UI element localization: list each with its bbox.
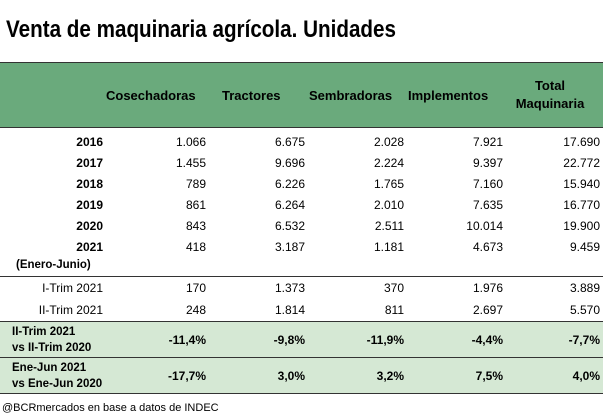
row-label: II-Trim 2021 bbox=[38, 303, 103, 317]
variation-label-line2: vs II-Trim 2020 bbox=[12, 341, 92, 354]
cell-implementos: 7.160 bbox=[472, 176, 503, 191]
cell-total: 17.690 bbox=[563, 134, 600, 149]
table-row-2019: 2019 861 6.264 2.010 7.635 16.770 bbox=[0, 194, 603, 215]
year-note: (Enero-Junio) bbox=[16, 258, 91, 271]
row-label: 2016 bbox=[76, 134, 103, 149]
header-implementos: Implementos bbox=[408, 87, 489, 103]
variation-label-line2: vs Ene-Jun 2020 bbox=[12, 377, 103, 390]
cell-implementos: 7.635 bbox=[472, 197, 503, 212]
cell-implementos: 9.397 bbox=[472, 155, 503, 170]
cell-tractores: 6.532 bbox=[274, 218, 305, 233]
variation-label: II-Trim 2021 vs II-Trim 2020 bbox=[12, 322, 112, 357]
cell-cosechadoras: 170 bbox=[185, 281, 206, 295]
cell-sembradoras: 2.511 bbox=[374, 218, 404, 233]
cell-total: 3.889 bbox=[569, 281, 600, 295]
cell-tractores: 6.264 bbox=[274, 197, 305, 212]
header-total-line2: Maquinaria bbox=[515, 96, 585, 111]
cell-cosechadoras: -11,4% bbox=[168, 332, 206, 347]
cell-sembradoras: 2.028 bbox=[373, 134, 404, 149]
table-row-note: (Enero-Junio) bbox=[0, 257, 603, 272]
cell-cosechadoras: 861 bbox=[185, 197, 206, 212]
cell-tractores: 3.187 bbox=[274, 239, 305, 254]
cell-implementos: 10.014 bbox=[466, 218, 503, 233]
row-label: I-Trim 2021 bbox=[42, 281, 103, 295]
cell-tractores: 6.226 bbox=[274, 176, 305, 191]
cell-total: 4,0% bbox=[572, 368, 600, 383]
table-row-2018: 2018 789 6.226 1.765 7.160 15.940 bbox=[0, 173, 603, 194]
cell-tractores: 6.675 bbox=[274, 134, 305, 149]
cell-sembradoras: 1.181 bbox=[373, 239, 404, 254]
cell-cosechadoras: 1.066 bbox=[175, 134, 206, 149]
cell-sembradoras: 370 bbox=[383, 281, 404, 295]
cell-cosechadoras: 1.455 bbox=[175, 155, 206, 170]
cell-tractores: 9.696 bbox=[274, 155, 305, 170]
cell-tractores: 1.814 bbox=[274, 303, 305, 317]
cell-cosechadoras: 843 bbox=[185, 218, 206, 233]
cell-tractores: 3,0% bbox=[277, 368, 305, 383]
row-label: 2017 bbox=[76, 155, 103, 170]
variation-label: Ene-Jun 2021 vs Ene-Jun 2020 bbox=[12, 358, 112, 393]
cell-tractores: 1.373 bbox=[274, 281, 305, 295]
table-row-2020: 2020 843 6.532 2.511 10.014 19.900 bbox=[0, 215, 603, 236]
cell-total: 15.940 bbox=[563, 176, 600, 191]
cell-implementos: 1.976 bbox=[472, 281, 503, 295]
row-label: 2019 bbox=[76, 197, 103, 212]
cell-total: 19.900 bbox=[563, 218, 600, 233]
cell-implementos: 4.673 bbox=[472, 239, 503, 254]
table-row-variation-trim: II-Trim 2021 vs II-Trim 2020 -11,4% -9,8… bbox=[0, 321, 603, 357]
table-row-2021: 2021 418 3.187 1.181 4.673 9.459 bbox=[0, 236, 603, 257]
cell-total: 16.770 bbox=[563, 197, 600, 212]
cell-implementos: 7.921 bbox=[472, 134, 503, 149]
cell-sembradoras: 3,2% bbox=[376, 368, 404, 383]
cell-implementos: -4,4% bbox=[471, 332, 503, 347]
cell-total: 22.772 bbox=[563, 155, 600, 170]
row-label: 2018 bbox=[76, 176, 103, 191]
row-label: 2021 bbox=[76, 239, 103, 254]
cell-sembradoras: 1.765 bbox=[373, 176, 404, 191]
cell-total: 9.459 bbox=[569, 239, 600, 254]
table-row-i-trim: I-Trim 2021 170 1.373 370 1.976 3.889 bbox=[0, 276, 603, 299]
cell-sembradoras: 2.224 bbox=[373, 155, 404, 170]
table-row-ii-trim: II-Trim 2021 248 1.814 811 2.697 5.570 bbox=[0, 299, 603, 321]
variation-label-line1: Ene-Jun 2021 bbox=[12, 361, 87, 374]
row-label: 2020 bbox=[76, 218, 103, 233]
cell-implementos: 2.697 bbox=[472, 303, 503, 317]
cell-sembradoras: 2.010 bbox=[373, 197, 404, 212]
header-total-maquinaria: Total Maquinaria bbox=[503, 63, 597, 127]
cell-cosechadoras: 789 bbox=[185, 176, 206, 191]
cell-sembradoras: -11,9% bbox=[366, 332, 404, 347]
machinery-sales-table: Cosechadoras Tractores Sembradoras Imple… bbox=[0, 62, 603, 394]
cell-cosechadoras: -17,7% bbox=[167, 368, 206, 383]
header-cosechadoras: Cosechadoras bbox=[106, 87, 196, 103]
header-total-line1: Total bbox=[534, 78, 566, 93]
source-footer: @BCRmercados en base a datos de INDEC bbox=[2, 402, 219, 414]
table-row-2016: 2016 1.066 6.675 2.028 7.921 17.690 bbox=[0, 131, 603, 152]
header-tractores: Tractores bbox=[222, 87, 281, 103]
page-title: Venta de maquinaria agrícola. Unidades bbox=[6, 16, 396, 43]
cell-sembradoras: 811 bbox=[384, 303, 404, 317]
cell-total: 5.570 bbox=[569, 303, 600, 317]
table-row-variation-semester: Ene-Jun 2021 vs Ene-Jun 2020 -17,7% 3,0%… bbox=[0, 357, 603, 394]
cell-cosechadoras: 418 bbox=[185, 239, 206, 254]
cell-tractores: -9,8% bbox=[273, 332, 305, 347]
header-sembradoras: Sembradoras bbox=[309, 87, 393, 103]
cell-cosechadoras: 248 bbox=[185, 303, 206, 317]
cell-total: -7,7% bbox=[568, 332, 600, 347]
table-header-row: Cosechadoras Tractores Sembradoras Imple… bbox=[0, 62, 603, 128]
cell-implementos: 7,5% bbox=[475, 368, 503, 383]
table-row-2017: 2017 1.455 9.696 2.224 9.397 22.772 bbox=[0, 152, 603, 173]
variation-label-line1: II-Trim 2021 bbox=[12, 325, 76, 338]
